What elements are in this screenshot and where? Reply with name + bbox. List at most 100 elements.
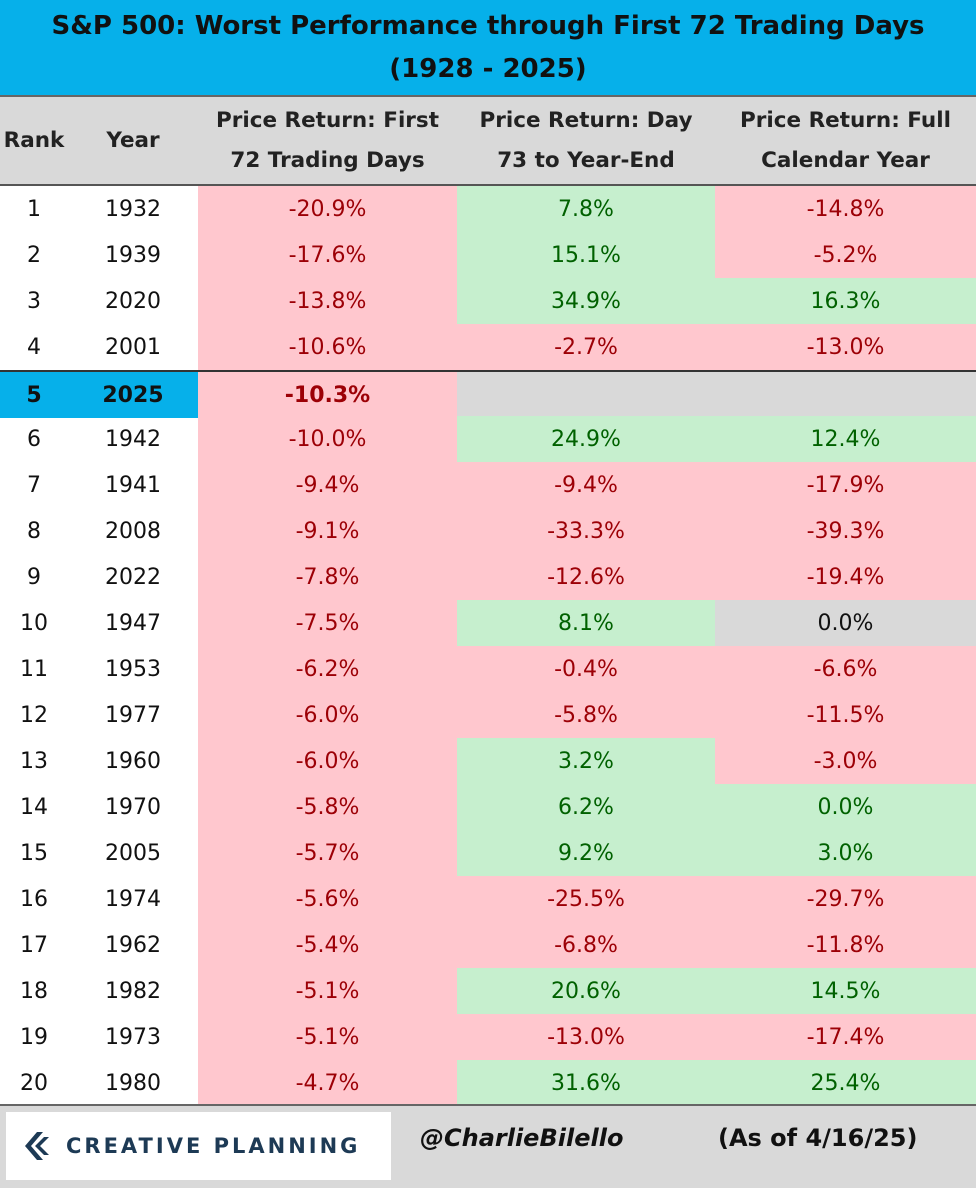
- cell-rank: 5: [0, 372, 68, 418]
- cell-ret3: 0.0%: [715, 784, 976, 830]
- cell-year: 2005: [105, 840, 161, 866]
- table-row: 6 1942 -10.0% 24.9% 12.4%: [0, 416, 976, 462]
- cell-ret3: -5.2%: [715, 232, 976, 278]
- table-header: Rank Year Price Return: First 72 Trading…: [0, 97, 976, 186]
- cell-ret3: 25.4%: [715, 1060, 976, 1106]
- table-row: 7 1941 -9.4% -9.4% -17.9%: [0, 462, 976, 508]
- cell-ret2: [457, 372, 715, 418]
- cell-rank: 15: [20, 840, 48, 866]
- cell-ret1: -9.4%: [198, 462, 457, 508]
- cell-ret1: -7.5%: [198, 600, 457, 646]
- table-row: 10 1947 -7.5% 8.1% 0.0%: [0, 600, 976, 646]
- cell-year: 1942: [105, 426, 161, 452]
- cell-ret1: -4.7%: [198, 1060, 457, 1106]
- cell-ret1: -5.6%: [198, 876, 457, 922]
- cell-rank: 7: [27, 472, 41, 498]
- table-row: 17 1962 -5.4% -6.8% -11.8%: [0, 922, 976, 968]
- header-price-return-full-year: Price Return: Full Calendar Year: [740, 107, 951, 173]
- cell-ret3: -19.4%: [715, 554, 976, 600]
- cell-ret1: -5.1%: [198, 1014, 457, 1060]
- cell-ret1: -17.6%: [198, 232, 457, 278]
- cell-ret1: -10.6%: [198, 324, 457, 370]
- cell-ret2: 8.1%: [457, 600, 715, 646]
- cell-ret1: -7.8%: [198, 554, 457, 600]
- cell-ret3: [715, 372, 976, 418]
- cell-ret1: -9.1%: [198, 508, 457, 554]
- cell-ret2: -12.6%: [457, 554, 715, 600]
- cell-rank: 2: [27, 242, 41, 268]
- cell-rank: 3: [27, 288, 41, 314]
- cell-ret1: -6.0%: [198, 738, 457, 784]
- table-row: 11 1953 -6.2% -0.4% -6.6%: [0, 646, 976, 692]
- cell-ret2: 20.6%: [457, 968, 715, 1014]
- cell-ret1: -10.3%: [198, 372, 457, 418]
- table-row: 1 1932 -20.9% 7.8% -14.8%: [0, 186, 976, 232]
- cell-year: 1980: [105, 1070, 161, 1096]
- cell-year: 1947: [105, 610, 161, 636]
- cell-year: 1941: [105, 472, 161, 498]
- cell-year: 1960: [105, 748, 161, 774]
- cell-rank: 11: [20, 656, 48, 682]
- cell-rank: 1: [27, 196, 41, 222]
- cell-rank: 19: [20, 1024, 48, 1050]
- cell-rank: 8: [27, 518, 41, 544]
- table-row: 14 1970 -5.8% 6.2% 0.0%: [0, 784, 976, 830]
- cell-ret3: 12.4%: [715, 416, 976, 462]
- footer: CREATIVE PLANNING @CharlieBilello (As of…: [0, 1104, 976, 1188]
- cell-ret2: -9.4%: [457, 462, 715, 508]
- cell-ret2: -33.3%: [457, 508, 715, 554]
- table-row: 9 2022 -7.8% -12.6% -19.4%: [0, 554, 976, 600]
- cell-rank: 12: [20, 702, 48, 728]
- title-line-2: (1928 - 2025): [389, 54, 587, 84]
- cell-rank: 6: [27, 426, 41, 452]
- cell-rank: 9: [27, 564, 41, 590]
- cell-rank: 10: [20, 610, 48, 636]
- cell-year: 1977: [105, 702, 161, 728]
- cell-rank: 13: [20, 748, 48, 774]
- cell-ret3: 3.0%: [715, 830, 976, 876]
- cell-year: 2022: [105, 564, 161, 590]
- cell-ret1: -5.1%: [198, 968, 457, 1014]
- creative-planning-logo: CREATIVE PLANNING: [6, 1112, 391, 1180]
- header-price-return-first-72: Price Return: First 72 Trading Days: [216, 107, 439, 173]
- cell-rank: 14: [20, 794, 48, 820]
- table-row: 18 1982 -5.1% 20.6% 14.5%: [0, 968, 976, 1014]
- creative-planning-logo-icon: [25, 1132, 49, 1160]
- header-price-return-day-73: Price Return: Day 73 to Year-End: [479, 107, 693, 173]
- table-row: 2 1939 -17.6% 15.1% -5.2%: [0, 232, 976, 278]
- cell-rank: 4: [27, 334, 41, 360]
- cell-ret3: -11.8%: [715, 922, 976, 968]
- table-row: 15 2005 -5.7% 9.2% 3.0%: [0, 830, 976, 876]
- cell-ret3: -39.3%: [715, 508, 976, 554]
- cell-rank: 18: [20, 978, 48, 1004]
- cell-year: 1962: [105, 932, 161, 958]
- cell-year: 1970: [105, 794, 161, 820]
- header-rank: Rank: [3, 127, 65, 153]
- cell-ret1: -6.0%: [198, 692, 457, 738]
- cell-ret1: -10.0%: [198, 416, 457, 462]
- cell-ret2: 3.2%: [457, 738, 715, 784]
- table-row: 5 2025 -10.3%: [0, 370, 976, 418]
- table-title: S&P 500: Worst Performance through First…: [0, 0, 976, 97]
- cell-year: 2008: [105, 518, 161, 544]
- cell-ret3: -13.0%: [715, 324, 976, 370]
- header-year: Year: [106, 127, 160, 153]
- cell-ret3: -17.9%: [715, 462, 976, 508]
- cell-year: 1939: [105, 242, 161, 268]
- cell-ret2: 7.8%: [457, 186, 715, 232]
- cell-ret1: -5.8%: [198, 784, 457, 830]
- table-row: 3 2020 -13.8% 34.9% 16.3%: [0, 278, 976, 324]
- cell-ret2: -0.4%: [457, 646, 715, 692]
- cell-year: 1953: [105, 656, 161, 682]
- cell-year: 2001: [105, 334, 161, 360]
- logo-text: CREATIVE PLANNING: [66, 1134, 361, 1158]
- table-row: 13 1960 -6.0% 3.2% -3.0%: [0, 738, 976, 784]
- cell-ret2: -6.8%: [457, 922, 715, 968]
- cell-year: 1973: [105, 1024, 161, 1050]
- cell-ret2: -2.7%: [457, 324, 715, 370]
- cell-ret1: -5.4%: [198, 922, 457, 968]
- cell-ret3: -29.7%: [715, 876, 976, 922]
- title-line-1: S&P 500: Worst Performance through First…: [51, 11, 925, 41]
- table-row: 16 1974 -5.6% -25.5% -29.7%: [0, 876, 976, 922]
- cell-year: 1982: [105, 978, 161, 1004]
